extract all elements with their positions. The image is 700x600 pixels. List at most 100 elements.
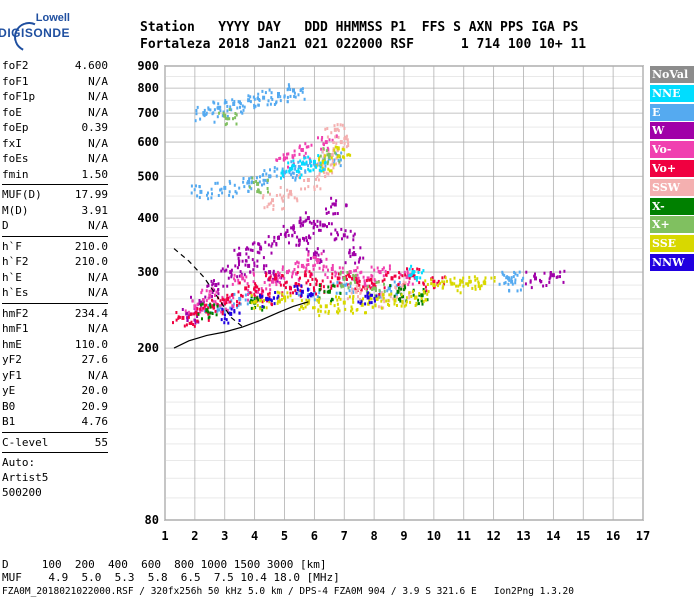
echo-pixel bbox=[388, 303, 391, 307]
echo-pixel bbox=[393, 302, 396, 306]
echo-pixel bbox=[408, 274, 411, 278]
echo-pixel bbox=[199, 307, 202, 311]
echo-pixel bbox=[269, 274, 272, 278]
echo-pixel bbox=[352, 290, 355, 294]
echo-pixel bbox=[296, 235, 299, 239]
echo-pixel bbox=[530, 286, 533, 290]
echo-pixel bbox=[193, 188, 196, 192]
echo-pixel bbox=[256, 264, 259, 268]
echo-pixel bbox=[261, 308, 264, 312]
echo-pixel bbox=[344, 283, 347, 287]
echo-pixel bbox=[324, 175, 327, 179]
echo-pixel bbox=[320, 169, 323, 173]
echo-pixel bbox=[343, 141, 346, 145]
echo-pixel bbox=[238, 301, 241, 305]
echo-pixel bbox=[261, 294, 264, 298]
echo-pixel bbox=[364, 294, 367, 298]
echo-pixel bbox=[236, 266, 239, 270]
echo-pixel bbox=[250, 297, 253, 300]
echo-pixel bbox=[288, 269, 291, 273]
x-tick-label: 16 bbox=[606, 529, 620, 543]
data-point bbox=[300, 148, 304, 152]
echo-pixel bbox=[373, 268, 376, 272]
echo-pixel bbox=[241, 259, 244, 263]
echo-pixel bbox=[516, 289, 519, 293]
echo-pixel bbox=[236, 303, 238, 307]
echo-pixel bbox=[322, 249, 325, 253]
data-point bbox=[259, 246, 263, 251]
echo-pixel bbox=[357, 276, 360, 280]
echo-pixel bbox=[276, 274, 279, 278]
echo-pixel bbox=[335, 199, 338, 203]
echo-pixel bbox=[443, 282, 445, 286]
echo-pixel bbox=[411, 282, 414, 286]
echo-pixel bbox=[251, 249, 254, 252]
echo-pixel bbox=[415, 278, 418, 282]
echo-pixel bbox=[318, 158, 320, 162]
echo-pixel bbox=[310, 164, 313, 168]
param-value: 210.0 bbox=[74, 239, 108, 253]
echo-pixel bbox=[309, 236, 312, 240]
echo-pixel bbox=[214, 181, 217, 185]
echo-pixel bbox=[221, 307, 224, 311]
echo-pixel bbox=[194, 308, 197, 312]
echo-pixel bbox=[224, 307, 227, 311]
echo-pixel bbox=[207, 304, 210, 307]
echo-pixel bbox=[346, 271, 349, 274]
data-point bbox=[271, 279, 274, 284]
echo-pixel bbox=[286, 295, 289, 299]
echo-pixel bbox=[518, 270, 521, 274]
echo-pixel bbox=[349, 281, 352, 285]
data-point bbox=[297, 238, 301, 243]
echo-pixel bbox=[228, 179, 231, 183]
polarization-legend: NoVal NNE E W Vo- Vo+ SSW X- X+ SSE NNW bbox=[650, 66, 694, 273]
echo-pixel bbox=[211, 298, 213, 302]
echo-pixel bbox=[273, 166, 276, 170]
echo-pixel bbox=[212, 299, 215, 303]
echo-pixel bbox=[207, 296, 210, 300]
echo-pixel bbox=[300, 284, 303, 288]
echo-pixel bbox=[335, 295, 337, 299]
echo-pixel bbox=[305, 268, 308, 272]
echo-pixel bbox=[307, 288, 309, 292]
echo-pixel bbox=[368, 296, 371, 300]
echo-pixel bbox=[325, 149, 328, 153]
param-name: MUF(D) bbox=[2, 188, 42, 201]
echo-pixel bbox=[298, 152, 301, 156]
echo-pixel bbox=[216, 309, 219, 313]
echo-pixel bbox=[238, 311, 241, 315]
echo-pixel bbox=[322, 264, 325, 268]
echo-pixel bbox=[350, 309, 352, 313]
echo-pixel bbox=[286, 291, 289, 295]
echo-pixel bbox=[338, 281, 341, 285]
echo-pixel bbox=[343, 156, 346, 160]
echo-pixel bbox=[251, 176, 254, 180]
echo-pixel bbox=[326, 135, 329, 139]
param-row: foF1 N/A bbox=[2, 74, 108, 90]
echo-pixel bbox=[369, 286, 372, 290]
echo-pixel bbox=[330, 156, 333, 160]
data-point bbox=[306, 216, 310, 221]
echo-pixel bbox=[529, 279, 532, 283]
echo-pixel bbox=[297, 282, 300, 286]
param-name: foEp bbox=[2, 121, 29, 134]
echo-pixel bbox=[304, 187, 306, 191]
echo-pixel bbox=[308, 220, 311, 224]
echo-pixel bbox=[195, 309, 198, 313]
echo-pixel bbox=[323, 290, 326, 294]
echo-pixel bbox=[299, 224, 302, 228]
echo-pixel bbox=[366, 285, 369, 289]
echo-pixel bbox=[199, 303, 202, 307]
echo-pixel bbox=[293, 284, 296, 288]
footer-muf-row: MUF 4.9 5.0 5.3 5.8 6.5 7.5 10.4 18.0 [M… bbox=[2, 571, 340, 584]
echo-pixel bbox=[299, 216, 302, 220]
echo-pixel bbox=[506, 275, 509, 279]
echo-pixel bbox=[359, 301, 362, 305]
profile-trace-dashed bbox=[173, 248, 244, 328]
echo-pixel bbox=[408, 280, 411, 284]
echo-pixel bbox=[231, 304, 234, 308]
echo-pixel bbox=[216, 307, 219, 311]
echo-pixel bbox=[243, 279, 246, 283]
data-point bbox=[327, 153, 331, 157]
echo-pixel bbox=[442, 284, 445, 288]
